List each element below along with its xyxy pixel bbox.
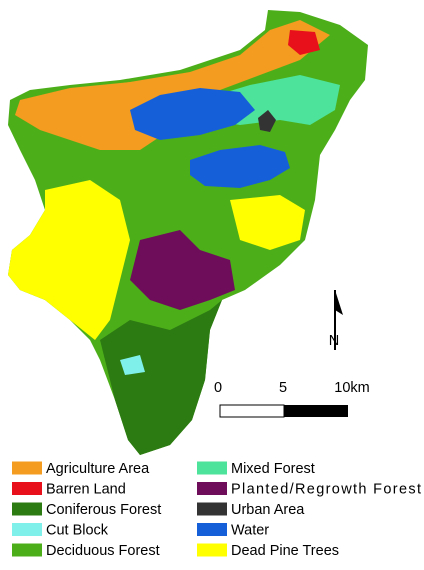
- legend-swatch: [197, 482, 227, 495]
- legend: Agriculture Area Barren Land Coniferous Fo…: [12, 461, 421, 559]
- scale-segment: [219, 404, 285, 418]
- agriculture-patch: [15, 20, 330, 150]
- scale-label: 0: [214, 380, 222, 396]
- coniferous-patch: [100, 300, 222, 455]
- legend-label: Dead Pine Trees: [231, 543, 339, 559]
- cut-block-patch: [120, 355, 145, 375]
- dead-pine-patch: [230, 195, 305, 250]
- legend-swatch: [12, 502, 42, 516]
- water-patch: [190, 145, 290, 188]
- scale-bar: 0 5 10km: [214, 380, 370, 418]
- scale-label: 10km: [334, 380, 369, 396]
- legend-swatch: [12, 482, 42, 495]
- urban-patch: [258, 110, 276, 132]
- legend-label: Cut Block: [46, 522, 109, 538]
- legend-label: Barren Land: [46, 481, 126, 497]
- legend-label: Water: [231, 522, 269, 538]
- scale-segment: [284, 405, 348, 417]
- dead-pine-patch: [8, 180, 130, 340]
- legend-label: Planted/Regrowth Forest: [231, 481, 421, 497]
- north-arrow: N: [329, 290, 343, 350]
- legend-label: Agriculture Area: [46, 461, 150, 477]
- planted-patch: [130, 230, 235, 310]
- legend-label: Mixed Forest: [231, 461, 315, 477]
- legend-swatch: [197, 543, 227, 557]
- north-arrow-head: [335, 290, 343, 315]
- legend-label: Coniferous Forest: [46, 502, 161, 518]
- north-label: N: [329, 333, 339, 349]
- barren-patch: [288, 30, 320, 55]
- legend-swatch: [197, 502, 227, 516]
- legend-label: Urban Area: [231, 502, 305, 518]
- water-patch: [130, 88, 255, 140]
- legend-swatch: [12, 461, 42, 475]
- legend-label: Deciduous Forest: [46, 543, 160, 559]
- legend-swatch: [197, 461, 227, 475]
- scale-label: 5: [279, 380, 287, 396]
- map-area: [8, 10, 368, 455]
- legend-swatch: [197, 523, 227, 536]
- legend-swatch: [12, 543, 42, 557]
- legend-swatch: [12, 523, 42, 536]
